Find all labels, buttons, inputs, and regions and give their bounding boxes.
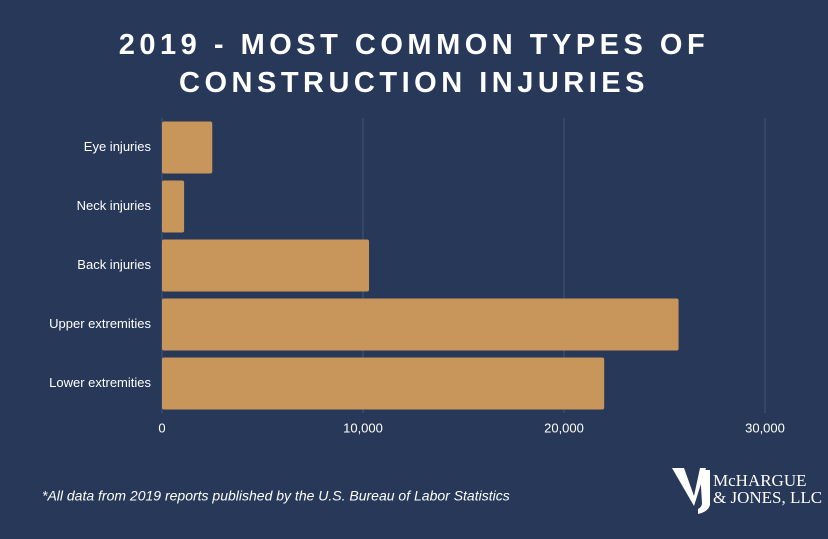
logo-monogram (672, 468, 710, 514)
bar (162, 121, 213, 174)
y-tick-label: Upper extremities (49, 316, 151, 331)
x-tick-label: 10,000 (343, 420, 383, 435)
logo-text: McHARGUE (713, 471, 807, 490)
footnote: *All data from 2019 reports published by… (42, 488, 510, 504)
y-tick-label: Back injuries (77, 257, 151, 272)
x-tick-label: 0 (158, 420, 165, 435)
x-tick-label: 20,000 (544, 420, 584, 435)
y-tick-label: Neck injuries (77, 198, 152, 213)
logo-text: & JONES, LLC (713, 488, 822, 507)
y-tick-label: Lower extremities (49, 375, 151, 390)
x-tick-label: 30,000 (745, 420, 785, 435)
bar (162, 239, 370, 292)
bar (162, 180, 185, 233)
bar (162, 298, 679, 351)
y-tick-label: Eye injuries (84, 139, 152, 154)
chart-title: 2019 - MOST COMMON TYPES OF CONSTRUCTION… (118, 29, 710, 99)
bar (162, 357, 605, 410)
